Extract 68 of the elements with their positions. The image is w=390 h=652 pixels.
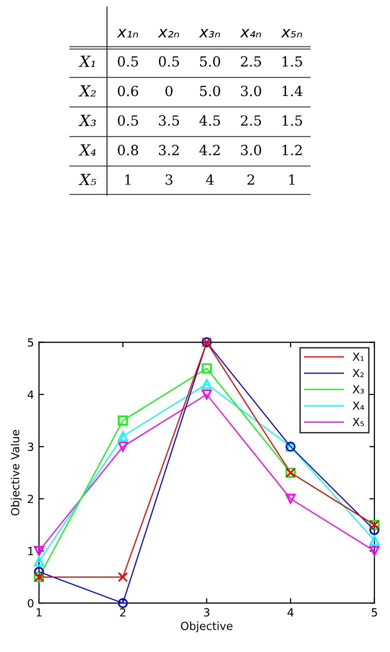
text: 0.6 xyxy=(118,86,138,96)
category-label: x₁ₙ xyxy=(116,28,138,38)
y-tick-label: 1 xyxy=(28,547,34,556)
text: 0.5 xyxy=(158,56,179,67)
y-tick-label: 0 xyxy=(28,599,34,608)
point xyxy=(118,431,128,442)
text: 3 xyxy=(166,174,172,185)
text: 2.5 xyxy=(240,115,261,126)
x-tick-label: 1 xyxy=(36,608,42,616)
point xyxy=(286,494,296,504)
legend-label: X₂ xyxy=(352,368,364,378)
legend-label: X₅ xyxy=(352,418,364,426)
y-axis-title: Objective Value xyxy=(10,430,22,516)
point xyxy=(34,566,44,577)
legend-label: X₄ xyxy=(352,402,364,410)
text: 5.0 xyxy=(200,86,220,96)
y-tick-label: 3 xyxy=(28,442,34,451)
legend-label: X₃ xyxy=(352,385,364,394)
legend-label: X₁ xyxy=(352,352,364,361)
text: 0.5 xyxy=(118,115,138,126)
text: 1.5 xyxy=(282,115,302,126)
category-label: X₃ xyxy=(78,114,96,126)
text: 3.0 xyxy=(241,144,262,156)
text: 1.2 xyxy=(282,144,302,156)
x-axis-title: Objective xyxy=(180,621,232,632)
point xyxy=(34,546,44,556)
x-tick-label: 2 xyxy=(120,608,126,616)
text: 1 xyxy=(125,174,130,185)
text: 3.2 xyxy=(159,144,179,156)
text: 1 xyxy=(289,174,294,185)
point xyxy=(369,546,380,556)
category-label: X₁ xyxy=(78,56,95,67)
category-label: X₅ xyxy=(78,174,96,186)
text: 4 xyxy=(206,174,214,185)
text: 5.0 xyxy=(200,56,220,67)
text: 2 xyxy=(248,174,254,185)
category-label: x₂ₙ xyxy=(158,28,179,38)
text: 2.5 xyxy=(240,56,261,67)
point xyxy=(34,556,44,566)
x-tick-label: 4 xyxy=(288,608,294,616)
point xyxy=(118,598,128,608)
text: 1.4 xyxy=(282,86,302,96)
text: 3.0 xyxy=(241,86,262,96)
text: 0.8 xyxy=(118,144,138,156)
point xyxy=(118,572,128,582)
text: 0 xyxy=(165,86,172,96)
text: 1.5 xyxy=(282,56,302,67)
y-tick-label: 5 xyxy=(28,338,34,347)
point xyxy=(202,363,212,374)
text: 0.5 xyxy=(118,56,138,67)
point xyxy=(202,379,212,390)
point xyxy=(369,525,380,536)
point xyxy=(369,536,380,546)
x-tick-label: 3 xyxy=(204,608,210,617)
x-tick-label: 5 xyxy=(372,608,377,617)
y-tick-label: 4 xyxy=(28,390,34,399)
category-label: X₂ xyxy=(78,85,96,96)
text: 4.5 xyxy=(199,115,220,126)
y-tick-label: 2 xyxy=(28,494,34,503)
point xyxy=(118,416,128,426)
category-label: x₅ₙ xyxy=(280,28,302,38)
point xyxy=(118,442,128,452)
category-label: x₄ₙ xyxy=(240,28,261,38)
category-label: x₃ₙ xyxy=(198,28,220,38)
text: 4.2 xyxy=(199,144,220,156)
text: 3.5 xyxy=(159,115,179,126)
point xyxy=(202,389,212,400)
category-label: X₄ xyxy=(78,144,96,156)
